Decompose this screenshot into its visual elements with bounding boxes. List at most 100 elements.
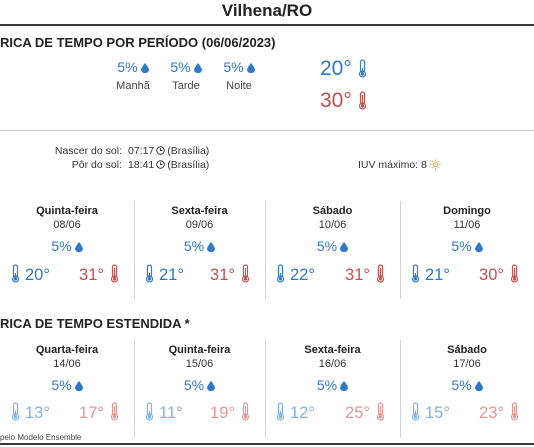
card-min: 15° xyxy=(410,402,450,423)
card-rain-value: 5% xyxy=(51,238,72,254)
card-rain: 5% xyxy=(0,377,134,393)
forecast-card: Sexta-feira 09/06 5% 21° 31° xyxy=(134,201,265,299)
card-rain-value: 5% xyxy=(51,377,72,393)
card-min-value: 21° xyxy=(159,266,184,284)
card-max-value: 31° xyxy=(79,266,104,284)
footer-divider xyxy=(0,443,534,445)
drop-icon xyxy=(246,63,255,73)
card-rain: 5% xyxy=(134,377,265,393)
period-label: Noite xyxy=(226,80,252,92)
period-rain-value: 5% xyxy=(170,59,191,75)
sunset-label: Pôr do sol: xyxy=(71,159,122,171)
card-day: Sábado xyxy=(447,344,487,356)
thermometer-hot-icon xyxy=(241,264,250,283)
card-min-value: 20° xyxy=(25,266,50,284)
drop-icon xyxy=(340,381,349,391)
thermometer-cold-icon xyxy=(276,264,285,283)
card-rain: 5% xyxy=(0,238,134,254)
card-date: 15/06 xyxy=(185,358,214,370)
clock-icon xyxy=(156,160,166,169)
card-min: 13° xyxy=(10,402,50,423)
card-date: 08/06 xyxy=(53,219,81,231)
sun-icon xyxy=(430,159,441,170)
card-min: 22° xyxy=(275,264,315,285)
card-max-value: 25° xyxy=(345,404,370,422)
card-divider xyxy=(265,201,266,299)
drop-icon xyxy=(340,242,349,252)
page-title: Vilhena/RO xyxy=(221,1,313,20)
card-max: 31° xyxy=(210,264,251,285)
sunrise-row: Nascer do sol: 07:17 (Brasília) xyxy=(0,145,209,157)
card-min: 11° xyxy=(144,402,183,423)
card-divider xyxy=(265,340,266,438)
uv-label: IUV máximo: xyxy=(358,159,419,171)
card-min-value: 13° xyxy=(25,404,50,422)
header-divider xyxy=(0,24,534,26)
thermometer-hot-icon xyxy=(110,264,119,283)
card-rain-value: 5% xyxy=(183,238,205,254)
min-temperature-value: 20° xyxy=(320,57,352,80)
card-max: 19° xyxy=(210,402,251,423)
card-rain-value: 5% xyxy=(451,238,472,254)
thermometer-cold-icon xyxy=(11,264,20,283)
min-temperature: 20° xyxy=(320,57,368,81)
card-min: 21° xyxy=(144,264,184,285)
card-rain-value: 5% xyxy=(316,238,338,254)
card-min: 12° xyxy=(275,402,315,423)
thermometer-cold-icon xyxy=(145,402,154,421)
card-max: 30° xyxy=(479,264,520,285)
card-day: Domingo xyxy=(443,205,491,217)
thermometer-cold-icon xyxy=(358,59,366,78)
forecast-card: Domingo 11/06 5% 21° 30° xyxy=(400,201,534,299)
thermometer-cold-icon xyxy=(411,264,420,283)
uv-index: IUV máximo: 8 xyxy=(358,159,441,171)
drop-icon xyxy=(474,381,483,391)
card-day: Quinta-feira xyxy=(168,344,231,356)
card-day: Sábado xyxy=(312,205,353,217)
card-max: 25° xyxy=(345,402,386,423)
card-max: 31° xyxy=(345,264,386,285)
card-max-value: 23° xyxy=(479,404,504,422)
thermometer-cold-icon xyxy=(145,264,154,283)
card-date: 11/06 xyxy=(453,219,481,231)
card-max: 31° xyxy=(79,264,120,285)
daily-forecast: Quinta-feira 08/06 5% 20° 31° Sexta-feir… xyxy=(0,201,534,299)
card-min-value: 21° xyxy=(425,266,450,284)
thermometer-cold-icon xyxy=(276,402,285,421)
card-max-value: 31° xyxy=(345,266,370,284)
card-day: Quinta-feira xyxy=(36,205,98,217)
card-rain: 5% xyxy=(265,377,400,393)
period-rain-value: 5% xyxy=(223,59,244,75)
period-label: Tarde xyxy=(172,80,200,92)
drop-icon xyxy=(207,381,216,391)
thermometer-cold-icon xyxy=(411,402,420,421)
card-date: 16/06 xyxy=(318,358,347,370)
card-divider xyxy=(400,340,401,438)
sunset-row: Pôr do sol: 18:41 (Brasília) xyxy=(0,159,210,171)
card-max-value: 17° xyxy=(79,404,104,422)
card-rain: 5% xyxy=(265,238,400,254)
card-max-value: 31° xyxy=(210,266,235,284)
card-min: 20° xyxy=(10,264,50,285)
forecast-card: Quinta-feira 15/06 5% 11° 19° xyxy=(134,340,265,438)
card-date: 14/06 xyxy=(53,358,81,370)
card-rain-value: 5% xyxy=(451,377,472,393)
card-divider xyxy=(134,340,135,438)
thermometer-hot-icon xyxy=(510,264,519,283)
card-rain: 5% xyxy=(400,377,534,393)
section-divider xyxy=(0,130,534,131)
card-min: 21° xyxy=(410,264,450,285)
card-rain: 5% xyxy=(134,238,265,254)
card-min-value: 22° xyxy=(290,266,315,284)
drop-icon xyxy=(474,242,483,252)
card-divider xyxy=(400,201,401,299)
forecast-card: Quinta-feira 08/06 5% 20° 31° xyxy=(0,201,134,299)
max-temperature: 30° xyxy=(320,89,368,113)
card-day: Sexta-feira xyxy=(171,205,228,217)
sunrise-label: Nascer do sol: xyxy=(54,145,122,157)
thermometer-hot-icon xyxy=(358,91,366,110)
forecast-card: Sábado 10/06 5% 22° 31° xyxy=(265,201,400,299)
card-rain-value: 5% xyxy=(316,377,338,393)
drop-icon xyxy=(140,63,149,73)
card-max: 17° xyxy=(79,402,120,423)
